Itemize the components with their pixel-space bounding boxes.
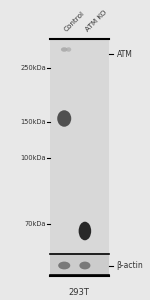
Text: β-actin: β-actin	[117, 261, 143, 270]
Ellipse shape	[79, 222, 91, 240]
Ellipse shape	[79, 262, 90, 269]
Text: Control: Control	[63, 11, 86, 33]
Bar	[50, 39, 109, 276]
Text: 150kDa: 150kDa	[20, 118, 46, 124]
Ellipse shape	[58, 262, 70, 269]
Text: 293T: 293T	[69, 288, 89, 297]
Ellipse shape	[61, 47, 68, 52]
Text: 250kDa: 250kDa	[20, 64, 46, 70]
Bar	[50, 254, 109, 275]
Ellipse shape	[66, 47, 71, 52]
Ellipse shape	[57, 110, 71, 127]
Text: 70kDa: 70kDa	[24, 220, 46, 226]
Text: ATM KO: ATM KO	[85, 9, 108, 33]
Text: 100kDa: 100kDa	[20, 154, 46, 160]
Text: ATM: ATM	[117, 50, 133, 58]
